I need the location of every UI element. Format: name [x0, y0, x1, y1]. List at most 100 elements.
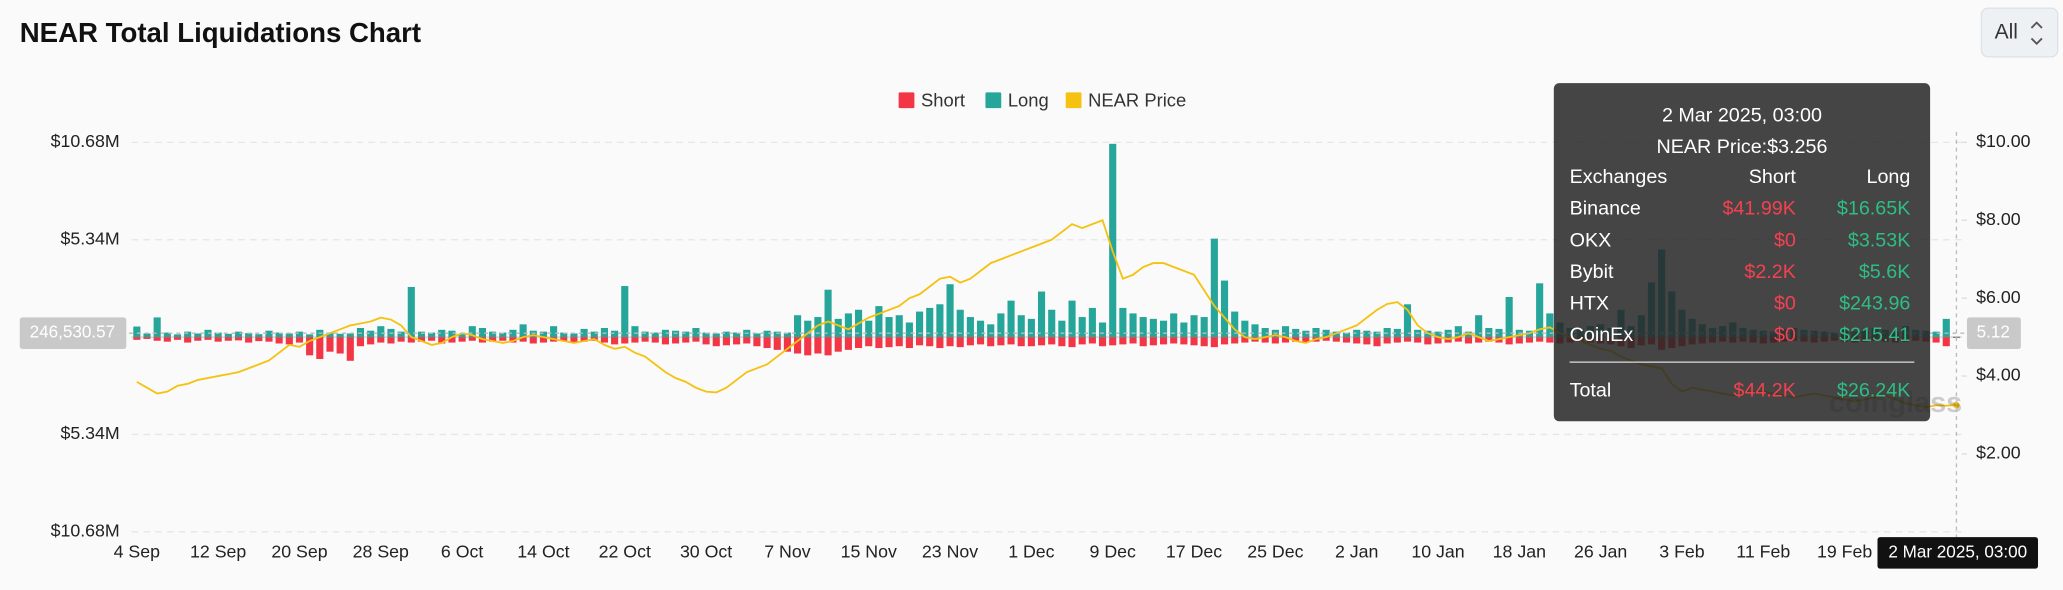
bar: [1139, 337, 1147, 347]
bar: [1434, 337, 1442, 344]
bar: [458, 337, 466, 342]
x-tick-label: 17 Dec: [1166, 542, 1222, 562]
bar: [163, 337, 171, 342]
bar: [936, 304, 944, 338]
x-tick-label: 28 Sep: [353, 542, 409, 562]
bar: [1536, 283, 1544, 338]
tooltip-value: $16.65K: [1837, 198, 1910, 220]
bar: [1159, 320, 1168, 338]
bar: [682, 331, 690, 338]
bar: [1220, 337, 1229, 345]
y2-tick-label: $10.00: [1976, 131, 2030, 151]
bar: [783, 332, 791, 338]
range-select-label: All: [1995, 21, 2018, 44]
bar: [1159, 337, 1168, 345]
bar: [926, 337, 934, 347]
bar: [1281, 337, 1290, 343]
bar: [163, 332, 171, 338]
bar: [1048, 309, 1056, 338]
bar: [1322, 337, 1330, 341]
bar: [245, 333, 253, 338]
bar: [641, 337, 649, 342]
bar: [1292, 337, 1300, 342]
bar: [1525, 337, 1534, 343]
x-tick-label: 30 Oct: [680, 542, 732, 562]
bar: [1088, 307, 1096, 338]
crosshair-y2-box: [1966, 317, 2021, 349]
bar: [1241, 337, 1249, 343]
legend-swatch: [898, 92, 915, 109]
x-tick-label: 9 Dec: [1090, 542, 1136, 562]
bar: [590, 331, 598, 338]
bar: [763, 337, 771, 349]
x-tick-label: 10 Jan: [1411, 542, 1464, 562]
bar: [753, 337, 761, 347]
x-tick-label: 20 Sep: [271, 542, 327, 562]
crosshair-y-label: 246,530.57: [30, 323, 116, 342]
bar: [966, 337, 974, 346]
x-tick-label: 26 Jan: [1574, 542, 1627, 562]
bar: [946, 284, 954, 338]
bar: [1332, 337, 1340, 342]
bar: [1109, 337, 1117, 346]
bar: [1241, 320, 1249, 338]
bar: [1180, 337, 1188, 345]
bar: [265, 337, 273, 342]
x-tick-label: 12 Sep: [190, 542, 246, 562]
bar: [519, 337, 527, 342]
x-tick-label: 4 Sep: [114, 542, 161, 562]
tooltip-total: Total: [1570, 379, 1612, 401]
bar: [326, 332, 334, 338]
bar: [438, 329, 446, 338]
bar: [1170, 337, 1178, 344]
bar: [224, 337, 232, 341]
bar: [295, 331, 304, 338]
bar: [1322, 329, 1330, 338]
bar: [1464, 331, 1473, 338]
bar: [519, 324, 527, 338]
bar: [1952, 336, 1960, 338]
bar: [234, 331, 243, 338]
bar: [1505, 296, 1513, 338]
legend-label: Short: [921, 89, 965, 110]
bar: [834, 318, 842, 338]
bar: [987, 337, 995, 347]
y-tick-label: $10.68M: [51, 521, 120, 541]
tooltip-value: $0: [1774, 324, 1796, 346]
x-tick-label: 11 Feb: [1736, 542, 1790, 562]
bar: [692, 337, 700, 342]
bar: [672, 337, 680, 344]
bar: [865, 320, 873, 338]
bar: [214, 332, 222, 338]
bar: [682, 337, 690, 343]
bar: [1302, 330, 1310, 338]
bar: [173, 337, 182, 340]
bar: [143, 333, 151, 338]
bar: [1119, 337, 1127, 345]
tooltip-box: [1553, 83, 1931, 422]
bar: [794, 315, 802, 338]
bar: [509, 337, 517, 343]
bar: [1200, 317, 1208, 338]
tooltip-value: $3.53K: [1848, 229, 1911, 251]
bar: [265, 330, 273, 338]
crosshair-x-box: [1877, 537, 2039, 569]
bar: [1495, 328, 1503, 338]
range-select[interactable]: [1980, 7, 2059, 58]
bar: [397, 337, 405, 342]
bar: [438, 337, 446, 344]
tooltip-exchange: Bybit: [1570, 261, 1614, 283]
x-tick-label: 3 Feb: [1659, 542, 1705, 562]
bar: [1017, 315, 1025, 338]
bar: [763, 330, 771, 338]
x-tick-label: 14 Oct: [517, 542, 569, 562]
bar: [1292, 328, 1300, 338]
bar: [1098, 322, 1107, 338]
bar: [306, 337, 314, 356]
chart-title: NEAR Total Liquidations Chart: [20, 17, 421, 48]
bar: [1190, 337, 1198, 346]
bar: [1027, 337, 1035, 347]
x-tick-label: 1 Dec: [1008, 542, 1054, 562]
bar: [1068, 300, 1076, 338]
bar: [661, 337, 669, 345]
